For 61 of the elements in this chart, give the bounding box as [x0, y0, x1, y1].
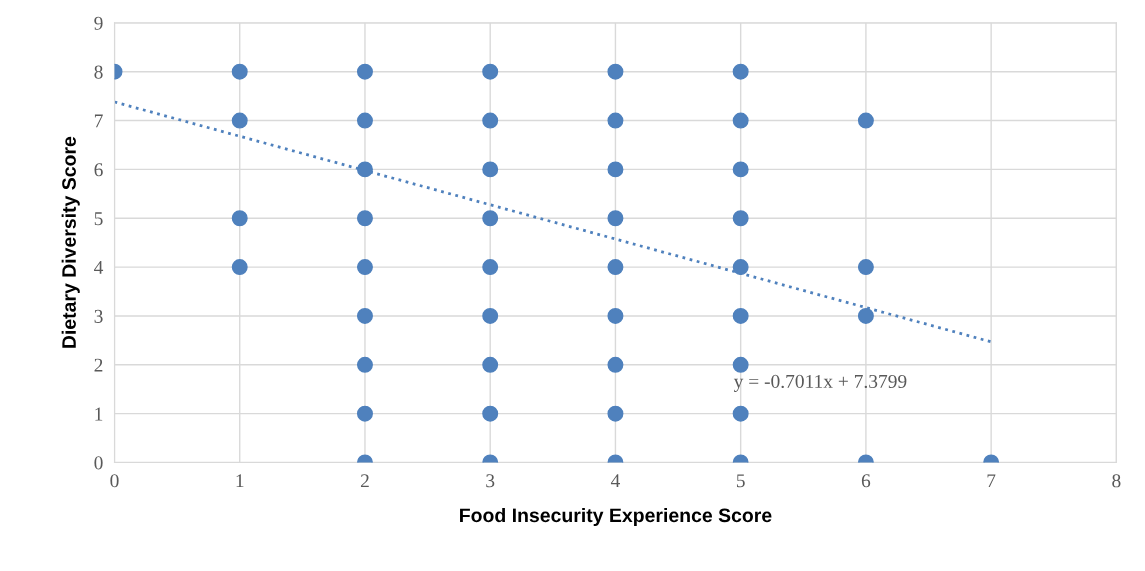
point: [231, 112, 248, 129]
point: [607, 259, 624, 276]
y-tick-label: 3: [94, 309, 103, 323]
point: [857, 259, 874, 276]
y-tick-label: 7: [94, 114, 103, 128]
point: [482, 356, 499, 373]
point: [482, 210, 499, 227]
point: [482, 63, 499, 80]
point: [356, 405, 373, 422]
point: [607, 405, 624, 422]
point: [607, 307, 624, 324]
x-tick-label: 1: [236, 474, 244, 488]
point: [607, 161, 624, 178]
point: [732, 307, 749, 324]
point: [356, 259, 373, 276]
point: [732, 210, 749, 227]
point: [732, 356, 749, 373]
x-tick-label: 6: [861, 474, 871, 488]
x-tick-label: 5: [736, 474, 745, 488]
y-tick-label: 0: [94, 456, 103, 470]
point: [607, 210, 624, 227]
annotation: y = -0.7011x + 7.3799: [733, 374, 907, 392]
point: [482, 405, 499, 422]
x-tick-label: 0: [110, 474, 119, 488]
point: [857, 307, 874, 324]
x-tick-label: 4: [610, 474, 620, 488]
point: [607, 112, 624, 129]
point: [356, 307, 373, 324]
y-tick-label: 2: [94, 358, 103, 372]
point: [231, 210, 248, 227]
point: [732, 161, 749, 178]
y-tick-label: 4: [94, 261, 104, 274]
y-axis-title: Dietary Diversity Score: [61, 136, 80, 348]
y-tick-label: 9: [94, 16, 103, 30]
point: [356, 210, 373, 227]
x-tick-label: 7: [987, 474, 996, 488]
point: [231, 63, 248, 80]
point: [732, 405, 749, 422]
y-tick-label: 6: [94, 163, 103, 177]
y-tick-label: 1: [95, 407, 103, 421]
point: [732, 112, 749, 129]
point: [607, 356, 624, 373]
point: [482, 307, 499, 324]
point: [356, 112, 373, 129]
x-tick-label: 2: [360, 474, 369, 488]
point: [482, 259, 499, 276]
point: [356, 161, 373, 178]
y-tick-label: 5: [94, 212, 103, 226]
point: [356, 63, 373, 80]
x-axis-title: Food Insecurity Experience Score: [460, 507, 772, 527]
point: [356, 356, 373, 373]
x-tick-label: 8: [1112, 474, 1121, 488]
point: [732, 63, 749, 80]
y-tick-label: 8: [94, 65, 103, 79]
x-tick-label: 3: [486, 474, 495, 488]
point: [482, 161, 499, 178]
point: [482, 112, 499, 129]
point: [857, 112, 874, 129]
point: [732, 259, 749, 276]
point: [607, 63, 624, 80]
point: [231, 259, 248, 276]
